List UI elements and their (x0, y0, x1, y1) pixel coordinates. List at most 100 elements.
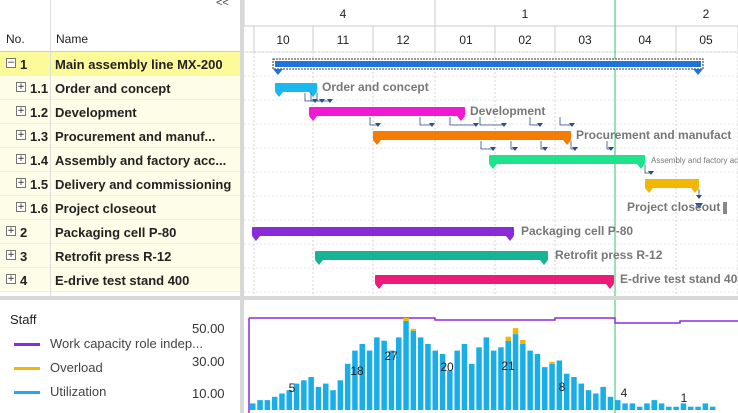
utilization-bar (250, 403, 256, 410)
bar-start-marker (375, 284, 383, 289)
expand-icon[interactable]: + (16, 154, 26, 164)
task-row[interactable]: +1.4 Assembly and factory acc... (0, 148, 240, 172)
legend-item-capacity[interactable]: Work capacity role indep... (14, 336, 203, 351)
y-tick-label: 50.00 (192, 321, 225, 336)
capacity-line (249, 317, 738, 324)
utilization-bar (512, 334, 519, 410)
task-row[interactable]: +1.1 Order and concept (0, 76, 240, 100)
task-row[interactable]: +1.2 Development (0, 100, 240, 124)
task-name: Main assembly line MX-200 (55, 57, 223, 72)
expand-icon[interactable]: + (6, 226, 16, 236)
legend-swatch (14, 367, 40, 371)
y-tick-label: 10.00 (192, 386, 225, 401)
dependency-arrow (512, 147, 518, 151)
dependency-link (529, 117, 540, 126)
expand-icon[interactable]: + (16, 178, 26, 188)
bar-label: Retrofit press R-12 (555, 248, 663, 262)
y-tick-label: 30.00 (192, 354, 225, 369)
table-header: No. Name (0, 26, 240, 52)
utilization-bar (644, 403, 650, 410)
task-bar (252, 227, 514, 236)
bar-end-marker (457, 116, 465, 121)
task-row[interactable]: +1.5 Delivery and commissioning (0, 172, 240, 196)
utilization-bar (330, 390, 336, 410)
task-bar (309, 107, 465, 116)
month-label: 04 (638, 33, 652, 47)
utilization-bar (271, 396, 278, 410)
utilization-bar (352, 350, 358, 410)
expand-icon[interactable]: + (16, 106, 26, 116)
column-header-no[interactable]: No. (6, 32, 25, 46)
legend-item-utilization[interactable]: Utilization (14, 384, 106, 399)
dependency-arrow (648, 171, 654, 175)
dependency-link (480, 141, 493, 150)
utilization-bar (688, 406, 694, 410)
expand-icon[interactable]: + (6, 250, 16, 260)
peak-label: 1 (681, 391, 688, 405)
quarter-label: 4 (340, 7, 347, 21)
task-row[interactable]: −1 Main assembly line MX-200 (0, 52, 240, 76)
task-row[interactable]: +2 Packaging cell P-80 (0, 220, 240, 244)
overload-bar (512, 328, 519, 335)
column-header-name[interactable]: Name (56, 32, 89, 46)
collapse-table-button[interactable]: << (216, 0, 229, 9)
task-number: 1.1 (30, 81, 49, 96)
horizontal-splitter[interactable] (0, 296, 738, 300)
utilization-bar (293, 383, 300, 410)
utilization-bar (695, 406, 701, 410)
expand-icon[interactable]: + (16, 202, 26, 212)
utilization-bar (279, 393, 285, 410)
bar-start-marker (373, 140, 381, 145)
dependency-arrow (473, 123, 479, 127)
dependency-arrow (375, 123, 381, 127)
task-bar (375, 275, 614, 284)
utilization-bar (483, 337, 490, 410)
expand-icon[interactable]: + (16, 130, 26, 140)
resize-handle (723, 202, 727, 214)
dependency-link (479, 117, 504, 126)
dependency-arrow (696, 195, 702, 199)
bar-label: Procurement and manufact (576, 128, 731, 142)
task-bar (373, 131, 571, 140)
expand-icon[interactable]: + (16, 82, 26, 92)
quarter-label: 1 (522, 7, 529, 21)
task-row[interactable]: +4 E-drive test stand 400 (0, 268, 240, 292)
dependency-link (369, 117, 378, 126)
bar-end-marker (506, 236, 514, 241)
legend-item-overload[interactable]: Overload (14, 360, 103, 375)
utilization-bar (301, 380, 307, 410)
dependency-arrow (327, 99, 333, 103)
summary-bar-fill (275, 61, 701, 67)
dependency-link (316, 93, 330, 102)
task-row[interactable]: +1.3 Procurement and manuf... (0, 124, 240, 148)
dependency-link (449, 117, 476, 126)
task-name: Order and concept (55, 81, 171, 96)
collapse-icon[interactable]: − (6, 58, 16, 68)
peak-label: 8 (559, 380, 566, 394)
dependency-link (559, 117, 572, 126)
utilization-bar (607, 396, 614, 410)
utilization-bar (344, 363, 351, 410)
task-name: Procurement and manuf... (55, 129, 216, 144)
utilization-bar (593, 393, 599, 410)
utilization-bar (461, 344, 468, 410)
bar-start-marker (315, 260, 323, 265)
bar-label: E-drive test stand 400 (620, 272, 738, 286)
month-label: 05 (699, 33, 713, 47)
dependency-arrow (542, 147, 548, 151)
month-label: 11 (337, 33, 350, 47)
bar-label: Project closeout (627, 200, 720, 214)
bar-end-marker (637, 164, 645, 169)
task-row[interactable]: +1.6 Project closeout (0, 196, 240, 220)
utilization-bar (447, 370, 453, 410)
task-row[interactable]: +3 Retrofit press R-12 (0, 244, 240, 268)
bar-end-marker (563, 140, 571, 145)
utilization-bar (286, 390, 292, 410)
utilization-bar (381, 340, 387, 410)
vertical-splitter[interactable] (240, 0, 244, 413)
dependency-arrow (537, 123, 543, 127)
utilization-bar (498, 347, 504, 410)
utilization-bar (315, 386, 322, 410)
expand-icon[interactable]: + (6, 274, 16, 284)
